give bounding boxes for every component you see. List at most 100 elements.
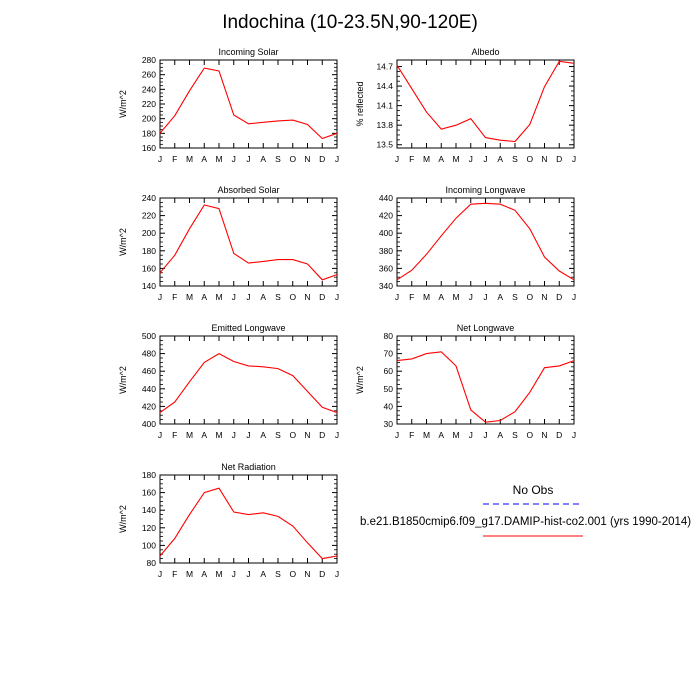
x-tick-label: S (275, 430, 281, 440)
y-tick-label: 100 (142, 540, 156, 550)
y-tick-label: 13.5 (376, 140, 393, 150)
x-tick-label: A (260, 430, 266, 440)
x-tick-label: J (469, 430, 473, 440)
y-tick-label: 440 (379, 193, 393, 203)
x-tick-label: O (289, 430, 296, 440)
x-tick-label: J (335, 154, 339, 164)
panel-title: Net Radiation (221, 462, 276, 472)
x-tick-label: D (556, 292, 562, 302)
y-tick-label: 50 (384, 384, 394, 394)
x-tick-label: N (541, 154, 547, 164)
x-tick-label: O (289, 569, 296, 579)
x-tick-label: O (289, 154, 296, 164)
x-tick-label: D (319, 292, 325, 302)
y-axis-label: W/m^2 (118, 366, 128, 394)
y-tick-label: 120 (142, 523, 156, 533)
x-tick-label: M (452, 154, 459, 164)
x-tick-label: M (423, 154, 430, 164)
x-tick-label: J (232, 430, 236, 440)
y-tick-label: 240 (142, 84, 156, 94)
x-tick-label: O (526, 430, 533, 440)
x-tick-label: N (541, 430, 547, 440)
x-tick-label: N (304, 154, 310, 164)
y-tick-label: 220 (142, 211, 156, 221)
panel-title: Albedo (471, 47, 499, 57)
x-tick-label: A (201, 569, 207, 579)
x-tick-label: J (483, 292, 487, 302)
x-tick-label: J (335, 292, 339, 302)
y-tick-label: 180 (142, 246, 156, 256)
x-tick-label: J (395, 154, 399, 164)
x-tick-label: A (201, 154, 207, 164)
x-tick-label: M (452, 430, 459, 440)
panel-frame (396, 335, 575, 425)
y-tick-label: 140 (142, 505, 156, 515)
x-tick-label: J (335, 430, 339, 440)
x-tick-label: J (158, 154, 162, 164)
x-tick-label: M (186, 569, 193, 579)
x-tick-label: F (172, 292, 177, 302)
x-tick-label: N (541, 292, 547, 302)
y-tick-label: 80 (384, 331, 394, 341)
y-tick-label: 280 (142, 55, 156, 65)
series-line (396, 60, 575, 143)
panel-emitted-longwave: Emitted Longwave W/m^2 400 420 440 460 480 500 J… (118, 323, 339, 440)
x-tick-label: J (572, 430, 576, 440)
page-title: Indochina (10-23.5N,90-120E) (222, 12, 478, 33)
series-line (159, 352, 338, 414)
x-tick-label: M (215, 292, 222, 302)
x-tick-label: S (512, 154, 518, 164)
x-tick-label: O (526, 292, 533, 302)
series-line (396, 351, 575, 423)
x-tick-label: N (304, 430, 310, 440)
y-tick-label: 240 (142, 193, 156, 203)
x-tick-label: J (395, 430, 399, 440)
x-tick-label: D (556, 430, 562, 440)
x-tick-label: F (172, 430, 177, 440)
x-tick-label: A (438, 292, 444, 302)
y-tick-label: 360 (379, 263, 393, 273)
x-tick-label: A (497, 154, 503, 164)
x-tick-label: M (215, 154, 222, 164)
panel-title: Net Longwave (457, 323, 515, 333)
y-tick-label: 160 (142, 488, 156, 498)
y-tick-label: 440 (142, 384, 156, 394)
panel-frame (396, 59, 575, 149)
x-tick-label: N (304, 292, 310, 302)
x-tick-label: A (260, 154, 266, 164)
x-tick-label: O (526, 154, 533, 164)
panel-incoming-solar: Incoming Solar W/m^2 160 180 200 220 240 260 280… (118, 47, 339, 164)
series-line (396, 202, 575, 281)
x-tick-label: F (409, 154, 414, 164)
x-tick-label: A (201, 292, 207, 302)
y-tick-label: 13.8 (376, 120, 393, 130)
x-tick-label: J (158, 292, 162, 302)
panels-group: Incoming Solar W/m^2 160 180 200 220 240 260 280… (118, 47, 576, 579)
y-tick-label: 220 (142, 99, 156, 109)
x-tick-label: M (186, 292, 193, 302)
x-tick-label: D (319, 569, 325, 579)
x-tick-label: J (483, 430, 487, 440)
x-tick-label: S (275, 292, 281, 302)
x-tick-label: J (246, 154, 250, 164)
y-tick-label: 400 (142, 419, 156, 429)
x-tick-label: A (260, 292, 266, 302)
x-tick-label: S (512, 430, 518, 440)
y-tick-label: 40 (384, 401, 394, 411)
y-tick-label: 60 (384, 366, 394, 376)
y-tick-label: 260 (142, 70, 156, 80)
y-axis-label: W/m^2 (118, 90, 128, 118)
y-axis-label: W/m^2 (118, 505, 128, 533)
x-tick-label: O (289, 292, 296, 302)
y-tick-label: 14.7 (376, 62, 393, 72)
y-tick-label: 200 (142, 228, 156, 238)
x-tick-label: A (438, 154, 444, 164)
x-tick-label: F (409, 430, 414, 440)
x-tick-label: J (469, 292, 473, 302)
legend: No Obs b.e21.B1850cmip6.f09_g17.DAMIP-hi… (360, 483, 691, 537)
y-tick-label: 420 (379, 211, 393, 221)
x-tick-label: J (232, 569, 236, 579)
